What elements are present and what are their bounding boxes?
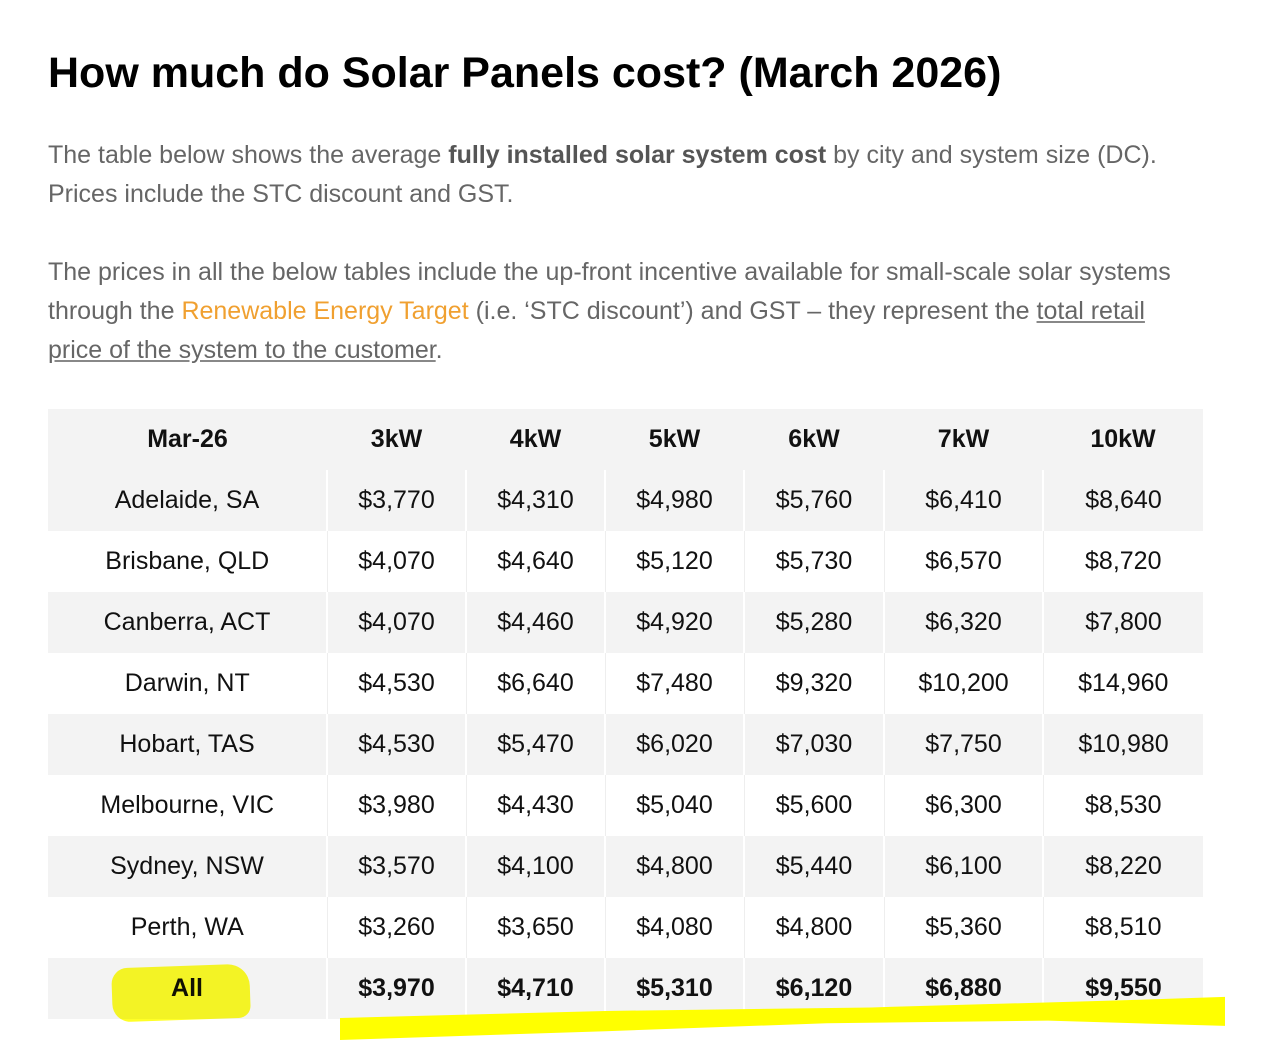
- price-cell: $8,530: [1085, 791, 1162, 819]
- header-cell: 5kW: [648, 425, 701, 453]
- incentive-paragraph: The prices in all the below tables inclu…: [48, 253, 1198, 370]
- price-cell: $14,960: [1078, 669, 1169, 697]
- price-cell: $5,360: [884, 897, 1044, 958]
- header-cell: 3kW: [370, 425, 423, 453]
- price-cell: $7,800: [1085, 608, 1162, 636]
- price-cell: $4,100: [466, 836, 606, 897]
- price-cell: $10,200: [884, 653, 1044, 714]
- table-header-row: Mar-26 3kW 4kW 5kW 6kW 7kW 10kW: [48, 409, 1203, 470]
- price-cell: $3,260: [327, 897, 467, 958]
- total-retail-price-link[interactable]: total retail price of the system to the …: [48, 297, 1145, 364]
- header-cell: 4kW: [509, 425, 562, 453]
- city-cell: Adelaide, SA: [48, 470, 328, 531]
- total-price-cell: $9,550: [1085, 974, 1162, 1002]
- price-cell: $6,020: [605, 714, 745, 775]
- price-cell: $4,310: [466, 470, 606, 531]
- city-cell: Darwin, NT: [48, 653, 328, 714]
- price-cell: $5,440: [744, 836, 885, 897]
- price-cell: $4,080: [605, 897, 745, 958]
- renewable-energy-target-link[interactable]: Renewable Energy Target: [181, 297, 469, 325]
- price-cell: $4,640: [466, 531, 606, 592]
- price-cell: $6,640: [466, 653, 606, 714]
- intro-text-after: by city and system size (DC). Prices inc…: [48, 141, 1157, 208]
- intro-paragraph: The table below shows the average fully …: [48, 136, 1198, 214]
- price-cell: $8,720: [1085, 547, 1162, 575]
- city-cell: Hobart, TAS: [48, 714, 328, 775]
- city-cell: Canberra, ACT: [48, 592, 328, 653]
- page-title: How much do Solar Panels cost? (March 20…: [48, 49, 1002, 97]
- table-row: Darwin, NT $4,530 $6,640 $7,480 $9,320 $…: [48, 653, 1203, 714]
- price-cell: $8,640: [1085, 486, 1162, 514]
- price-cell: $4,530: [327, 714, 467, 775]
- price-cell: $4,800: [605, 836, 745, 897]
- intro-bold-text: fully installed solar system cost: [448, 141, 827, 169]
- city-cell: Brisbane, QLD: [48, 531, 328, 592]
- price-cell: $5,040: [605, 775, 745, 836]
- table-row: Hobart, TAS $4,530 $5,470 $6,020 $7,030 …: [48, 714, 1203, 775]
- price-cell: $4,430: [466, 775, 606, 836]
- price-cell: $4,070: [327, 592, 467, 653]
- price-cell: $4,070: [327, 531, 467, 592]
- price-cell: $4,460: [466, 592, 606, 653]
- table-row: Brisbane, QLD $4,070 $4,640 $5,120 $5,73…: [48, 531, 1203, 592]
- city-cell: Perth, WA: [48, 897, 328, 958]
- total-label-cell: All: [48, 958, 328, 1019]
- price-cell: $3,980: [327, 775, 467, 836]
- price-cell: $8,220: [1085, 852, 1162, 880]
- price-cell: $6,100: [884, 836, 1044, 897]
- intro-text-before: The table below shows the average: [48, 141, 449, 169]
- price-cell: $5,280: [744, 592, 885, 653]
- price-cell: $7,480: [605, 653, 745, 714]
- price-cell: $5,120: [605, 531, 745, 592]
- header-cell: 7kW: [937, 425, 990, 453]
- solar-price-table: Mar-26 3kW 4kW 5kW 6kW 7kW 10kW Adelaide…: [48, 409, 1203, 1019]
- price-cell: $5,470: [466, 714, 606, 775]
- incentive-text-3: .: [435, 336, 443, 364]
- city-cell: Melbourne, VIC: [48, 775, 328, 836]
- price-cell: $5,730: [744, 531, 885, 592]
- table-row: Perth, WA $3,260 $3,650 $4,080 $4,800 $5…: [48, 897, 1203, 958]
- price-cell: $6,570: [884, 531, 1044, 592]
- price-cell: $8,510: [1085, 913, 1162, 941]
- table-row: Melbourne, VIC $3,980 $4,430 $5,040 $5,6…: [48, 775, 1203, 836]
- incentive-text-1: The prices in all the below tables inclu…: [48, 258, 1171, 325]
- header-cell: 6kW: [788, 425, 840, 453]
- total-price-cell: $3,970: [327, 958, 467, 1019]
- table-total-row: All $3,970 $4,710 $5,310 $6,120 $6,880 $…: [48, 958, 1203, 1019]
- price-cell: $5,600: [744, 775, 885, 836]
- price-cell: $7,750: [884, 714, 1044, 775]
- table-row: Adelaide, SA $3,770 $4,310 $4,980 $5,760…: [48, 470, 1203, 531]
- price-cell: $3,770: [327, 470, 467, 531]
- table-row: Canberra, ACT $4,070 $4,460 $4,920 $5,28…: [48, 592, 1203, 653]
- price-cell: $4,800: [744, 897, 885, 958]
- price-cell: $6,300: [884, 775, 1044, 836]
- city-cell: Sydney, NSW: [48, 836, 328, 897]
- price-cell: $4,980: [605, 470, 745, 531]
- total-price-cell: $5,310: [605, 958, 745, 1019]
- price-cell: $6,320: [884, 592, 1044, 653]
- price-cell: $3,650: [466, 897, 606, 958]
- price-cell: $9,320: [744, 653, 885, 714]
- price-cell: $7,030: [744, 714, 885, 775]
- incentive-text-2: (i.e. ‘STC discount’) and GST – they rep…: [468, 297, 1037, 325]
- total-price-cell: $6,880: [884, 958, 1044, 1019]
- total-price-cell: $4,710: [466, 958, 606, 1019]
- price-cell: $3,570: [327, 836, 467, 897]
- price-cell: $6,410: [884, 470, 1044, 531]
- header-cell: 10kW: [1090, 425, 1156, 453]
- total-price-cell: $6,120: [744, 958, 885, 1019]
- table-row: Sydney, NSW $3,570 $4,100 $4,800 $5,440 …: [48, 836, 1203, 897]
- price-cell: $4,530: [327, 653, 467, 714]
- header-cell: Mar-26: [147, 425, 228, 453]
- price-cell: $4,920: [605, 592, 745, 653]
- price-cell: $5,760: [744, 470, 885, 531]
- price-cell: $10,980: [1078, 730, 1169, 758]
